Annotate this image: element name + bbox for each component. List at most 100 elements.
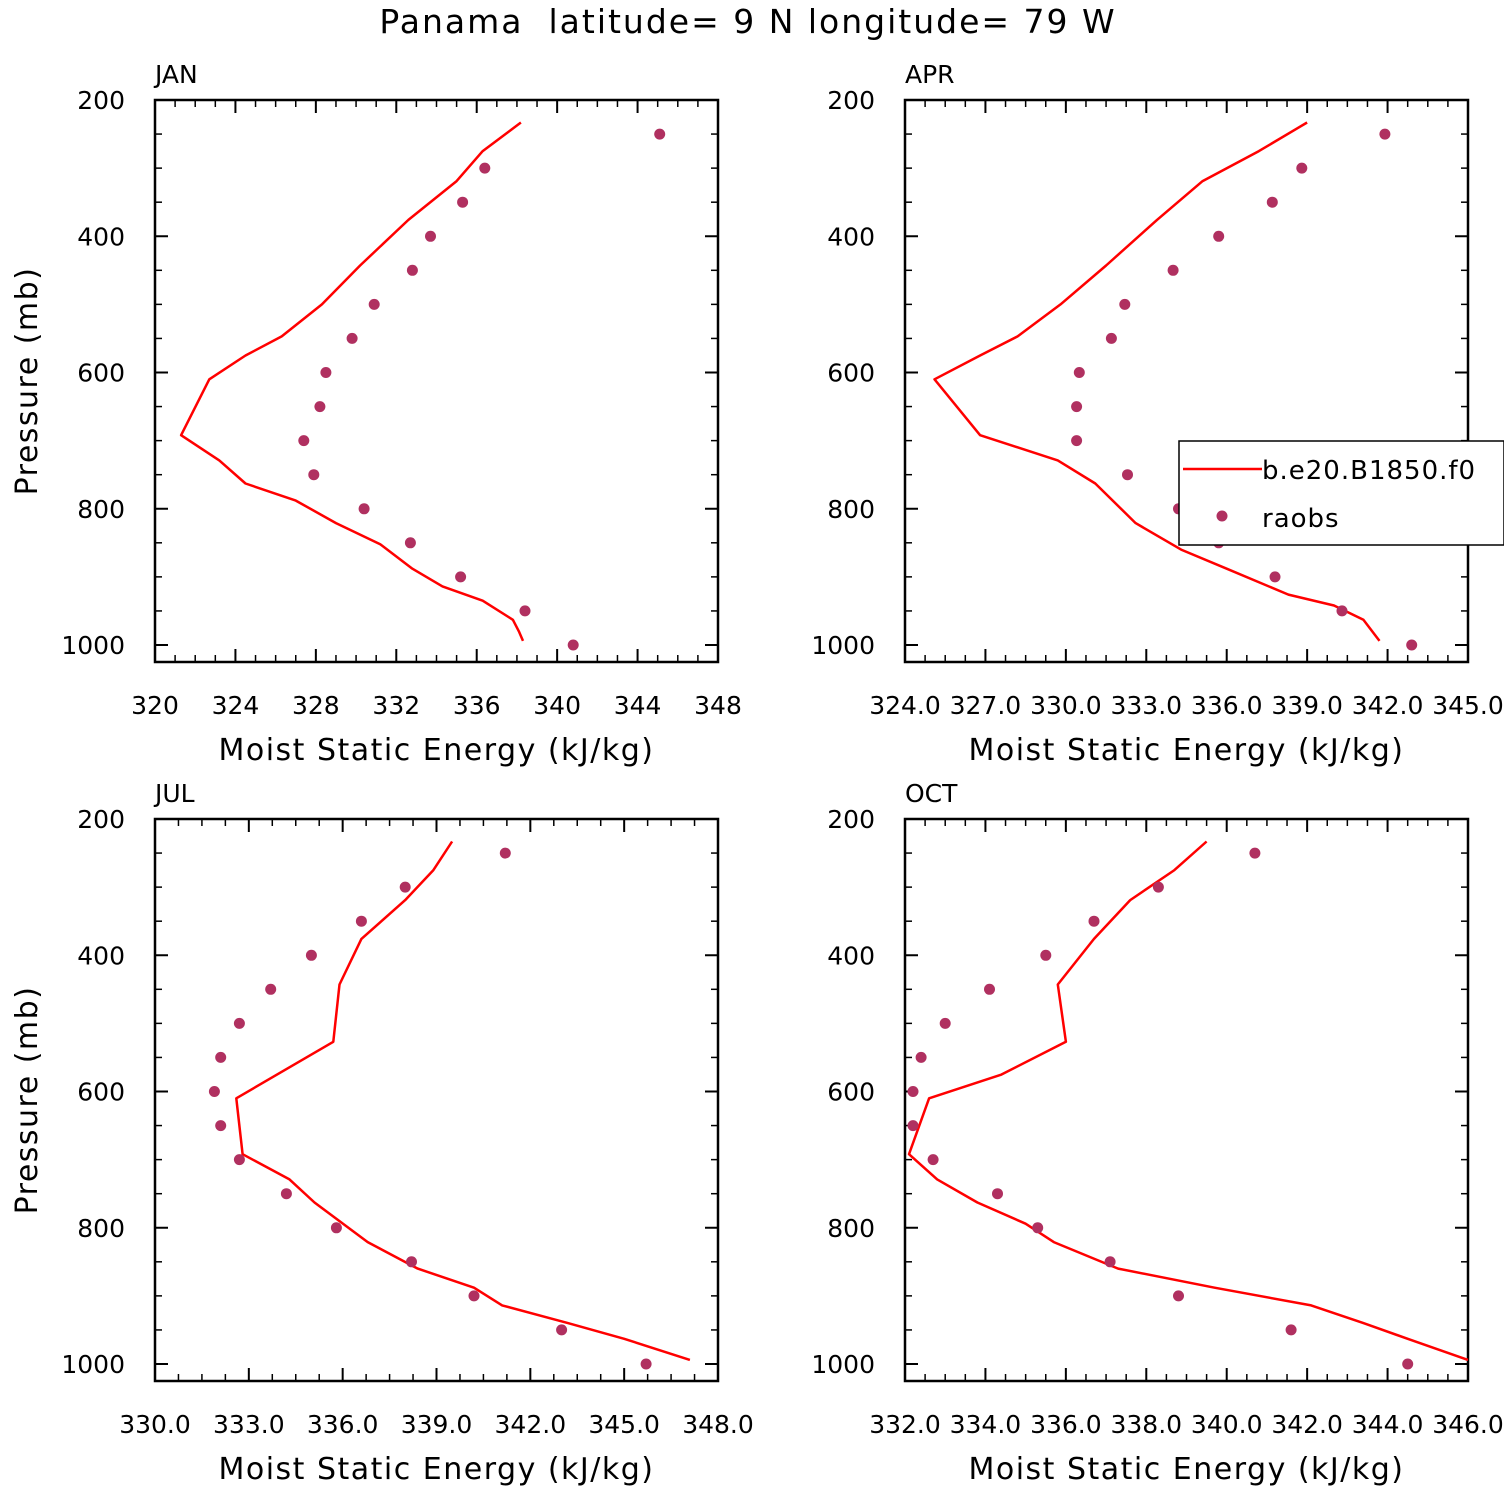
raobs-point (915, 1051, 927, 1063)
raobs-point (308, 469, 320, 481)
x-tick-label: 342.0 (1352, 691, 1424, 720)
raobs-point (355, 915, 367, 927)
raobs-point (1213, 230, 1225, 242)
y-tick-label: 800 (77, 1214, 125, 1243)
y-tick-label: 1000 (61, 631, 125, 660)
plot-frame (153, 817, 720, 1383)
x-tick-label: 345.0 (1432, 691, 1504, 720)
y-tick-label: 200 (827, 805, 875, 834)
raobs-point (499, 847, 511, 859)
raobs-point (233, 1154, 245, 1166)
raobs-point (1296, 162, 1308, 174)
raobs-point (468, 1290, 480, 1302)
y-tick-label: 400 (77, 941, 125, 970)
model-line (235, 840, 691, 1362)
raobs-point (1071, 401, 1083, 413)
x-tick-label: 336.0 (1191, 691, 1263, 720)
raobs-point (305, 949, 317, 961)
raobs-point (1073, 367, 1085, 378)
y-tick-label: 400 (827, 222, 875, 251)
y-tick-label: 200 (77, 86, 125, 115)
panel-label: JUL (153, 779, 195, 808)
plot-frame (153, 98, 720, 664)
y-axis-title: Pressure (mb) (10, 267, 45, 496)
raobs-point (1379, 128, 1391, 140)
x-tick-label: 348.0 (682, 1410, 754, 1439)
panel-label: OCT (905, 779, 958, 808)
raobs-point (298, 435, 310, 447)
x-tick-label: 342.0 (1271, 1410, 1343, 1439)
panel-jul: JUL 330.0 333.0 336.0 339.0 342.0 345.0 348.0 20… (10, 779, 754, 1487)
raobs-point (1406, 639, 1418, 651)
raobs-point (992, 1188, 1003, 1200)
x-tick-label: 340 (533, 691, 581, 720)
x-tick-label: 330.0 (119, 1410, 191, 1439)
raobs-point (907, 1120, 919, 1132)
raobs-point (1402, 1358, 1414, 1370)
raobs-point (358, 503, 370, 515)
raobs-point (567, 639, 579, 651)
raobs-point (346, 332, 358, 344)
y-tick-label: 600 (77, 1078, 125, 1107)
x-axis-title: Moist Static Energy (kJ/kg) (968, 1452, 1404, 1487)
x-tick-label: 324 (212, 691, 260, 720)
legend-label-raobs: raobs (1262, 504, 1340, 534)
y-axis-title: Pressure (mb) (10, 986, 45, 1215)
raobs-point (1105, 332, 1117, 344)
raobs-point (314, 401, 326, 413)
raobs-point (1119, 298, 1131, 310)
model-line (933, 121, 1381, 642)
y-tick-label: 600 (77, 359, 125, 388)
raobs-point (233, 1017, 245, 1029)
x-tick-label: 344.0 (1352, 1410, 1424, 1439)
x-axis-title: Moist Static Energy (kJ/kg) (218, 1452, 654, 1487)
panel-oct: OCT 332.0 334.0 336.0 338.0 340.0 342.0 344.0 34… (811, 779, 1503, 1487)
raobs-point (330, 1222, 342, 1234)
x-tick-label: 334.0 (950, 1410, 1022, 1439)
raobs-point (654, 128, 666, 140)
raobs-point (1088, 915, 1100, 927)
x-tick-label: 345.0 (588, 1410, 660, 1439)
x-tick-label: 336 (453, 691, 501, 720)
raobs-point (984, 983, 995, 995)
panel-jan: JAN 320 324 328 332 336 340 344 348 200 400 600 800 1… (10, 60, 742, 768)
y-tick-label: 800 (77, 495, 125, 524)
raobs-point (368, 298, 380, 310)
x-tick-label: 338.0 (1110, 1410, 1182, 1439)
x-tick-label: 324.0 (869, 691, 941, 720)
raobs-point (1249, 847, 1261, 859)
raobs-point (215, 1120, 227, 1132)
figure-title: Panama latitude= 9 N longitude= 79 W (379, 2, 1116, 41)
raobs-point (1032, 1222, 1044, 1234)
raobs-point (1173, 1290, 1184, 1302)
panel-apr: APR 324.0 327.0 330.0 333.0 336.0 339.0 342.0 34… (811, 60, 1503, 768)
x-tick-label: 336.0 (307, 1410, 379, 1439)
x-tick-label: 333.0 (1110, 691, 1182, 720)
x-tick-label: 330.0 (1030, 691, 1102, 720)
raobs-point (1071, 435, 1083, 447)
x-tick-label: 344 (614, 691, 662, 720)
raobs-point (1104, 1256, 1116, 1268)
x-tick-label: 339.0 (1271, 691, 1343, 720)
x-axis-title: Moist Static Energy (kJ/kg) (218, 733, 654, 768)
y-tick-label: 1000 (61, 1350, 125, 1379)
x-tick-label: 336.0 (1030, 1410, 1102, 1439)
raobs-point (406, 1256, 417, 1268)
raobs-point (519, 605, 531, 617)
raobs-point (457, 196, 469, 208)
raobs-point (939, 1017, 951, 1029)
x-tick-label: 332 (372, 691, 420, 720)
raobs-point (1152, 881, 1164, 893)
raobs-point (455, 571, 467, 583)
panel-label: APR (905, 60, 955, 89)
raobs-point (399, 881, 411, 893)
y-tick-label: 200 (827, 86, 875, 115)
raobs-point (404, 537, 416, 549)
x-tick-label: 339.0 (401, 1410, 473, 1439)
y-tick-label: 800 (827, 495, 875, 524)
raobs-point (927, 1154, 939, 1166)
raobs-point (1266, 196, 1278, 208)
y-tick-label: 1000 (811, 1350, 875, 1379)
plot-frame (903, 98, 1470, 664)
